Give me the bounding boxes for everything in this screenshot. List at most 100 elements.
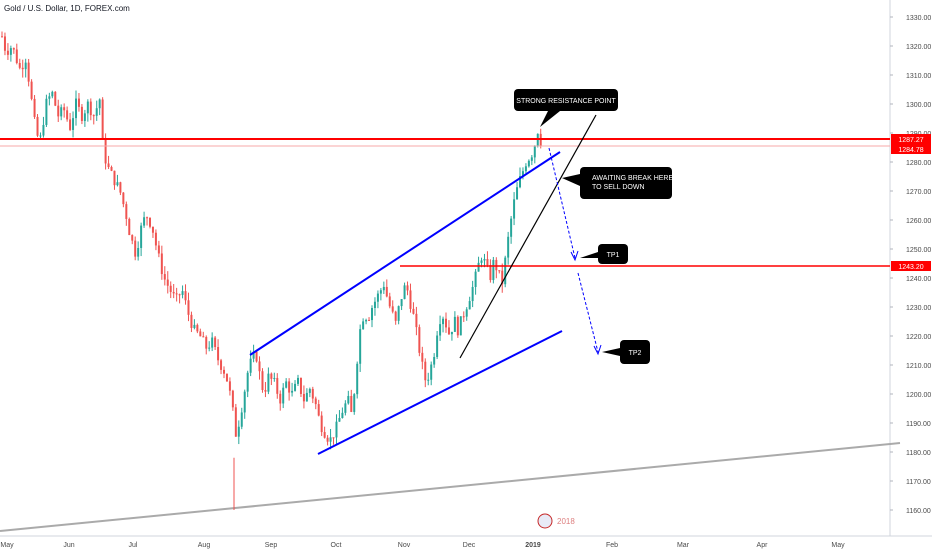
candle-body — [453, 316, 456, 332]
candle-body — [533, 146, 536, 158]
candle-body — [501, 270, 504, 285]
candle-body — [439, 324, 442, 336]
watermark-text: 2018 — [557, 517, 575, 526]
candle-body — [228, 381, 231, 391]
y-tick-label: 1330.00 — [906, 15, 931, 22]
candle-body — [382, 286, 385, 291]
candle-body — [42, 124, 45, 136]
watermark-logo — [537, 513, 553, 529]
break-callout-box — [580, 167, 672, 199]
candle-body — [447, 327, 450, 335]
y-tick-label: 1180.00 — [906, 450, 931, 457]
candle-body — [465, 309, 468, 317]
candle-body — [54, 91, 57, 106]
candle-body — [436, 335, 439, 357]
candle-body — [205, 337, 208, 349]
candle-body — [140, 225, 143, 248]
arrow-head-1 — [570, 250, 579, 262]
candle-body — [326, 437, 329, 442]
candle-body — [1, 36, 3, 38]
candle-body — [489, 265, 492, 281]
candle-body — [510, 218, 513, 237]
candle-body — [323, 432, 326, 438]
candle-body — [12, 48, 15, 50]
candle-body — [356, 363, 359, 395]
candle-body — [143, 217, 146, 226]
candle-body — [353, 394, 356, 412]
channel-upper-line — [249, 151, 561, 356]
drawings[interactable] — [249, 114, 602, 455]
candle-body — [332, 437, 335, 439]
x-tick-label: Aug — [198, 542, 211, 549]
candle-body — [486, 258, 489, 266]
y-tick-label: 1270.00 — [906, 189, 931, 196]
candle-body — [146, 217, 149, 219]
candle-body — [36, 116, 39, 136]
price-label-box — [891, 144, 931, 154]
candle-body — [344, 403, 347, 413]
candle-body — [504, 257, 507, 285]
candle-body — [477, 262, 480, 272]
candle-body — [527, 160, 530, 167]
candle-body — [385, 286, 388, 297]
y-tick-label: 1240.00 — [906, 276, 931, 283]
candle-body — [282, 387, 285, 404]
candle-body — [154, 232, 157, 246]
candle-body — [311, 388, 314, 399]
x-tick-label: May — [831, 542, 845, 549]
projection-arrow-1 — [548, 147, 576, 259]
candle-body — [335, 421, 338, 438]
y-tick-label: 1230.00 — [906, 305, 931, 312]
candle-body — [252, 351, 255, 359]
candle-body — [270, 373, 273, 379]
candle-body — [199, 331, 202, 337]
candle-body — [433, 356, 436, 365]
candle-body — [371, 308, 373, 321]
candle-body — [125, 204, 128, 219]
candle-body — [33, 98, 36, 117]
candle-body — [483, 258, 486, 261]
support-trendline — [0, 442, 901, 532]
candle-body — [347, 395, 350, 404]
x-tick-label: May — [0, 542, 14, 549]
candle-body — [234, 407, 237, 437]
long-trendline[interactable] — [0, 442, 901, 532]
candle-body — [196, 324, 199, 332]
candle-body — [329, 437, 332, 442]
candle-body — [225, 373, 228, 382]
candle-body — [288, 381, 291, 393]
candle-body — [424, 361, 427, 381]
candle-body — [157, 245, 160, 254]
candle-body — [391, 306, 394, 312]
candle-body — [223, 369, 225, 374]
candle-body — [249, 358, 252, 373]
candle-body — [163, 274, 166, 280]
candle-body — [51, 91, 54, 97]
candle-body — [80, 106, 83, 121]
candle-body — [415, 313, 418, 328]
candle-body — [291, 390, 294, 393]
candle-body — [77, 98, 80, 107]
y-tick-label: 1250.00 — [906, 247, 931, 254]
candle-body — [442, 318, 445, 325]
candle-body — [305, 392, 308, 402]
horizontal-levels[interactable]: 1287.27 1284.78 1243.20 — [0, 134, 931, 271]
candle-body — [412, 308, 415, 314]
candle-body — [6, 50, 9, 55]
candle-body — [21, 67, 24, 70]
candle-body — [264, 389, 267, 392]
annotations[interactable]: STRONG RESISTANCE POINT AWAITING BREAK HE… — [514, 89, 673, 529]
candle-body — [113, 170, 116, 186]
x-tick-label: Dec — [463, 542, 476, 549]
candle-body — [400, 299, 403, 307]
candle-body — [83, 113, 86, 121]
candle-body — [430, 364, 433, 380]
candle-body — [214, 337, 217, 348]
y-tick-label: 1210.00 — [906, 363, 931, 370]
candle-body — [516, 187, 519, 200]
tp1-box — [598, 244, 628, 264]
y-tick-label: 1190.00 — [906, 421, 931, 428]
candle-body — [462, 316, 465, 318]
